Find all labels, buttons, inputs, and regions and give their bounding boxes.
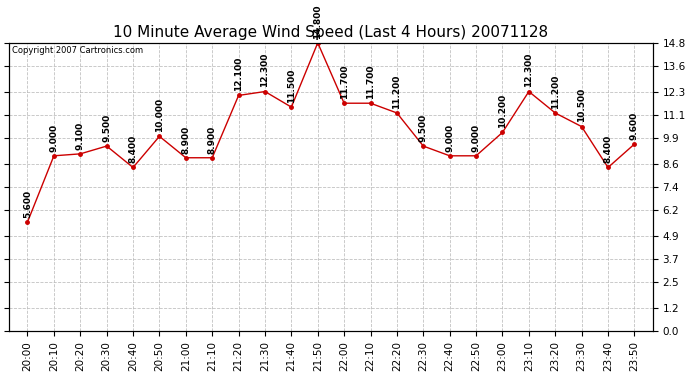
Text: 8.400: 8.400 — [128, 135, 137, 164]
Text: 10.500: 10.500 — [577, 88, 586, 122]
Text: 10.000: 10.000 — [155, 98, 164, 132]
Text: 11.200: 11.200 — [393, 74, 402, 109]
Text: 9.000: 9.000 — [471, 123, 480, 152]
Text: 14.800: 14.800 — [313, 4, 322, 39]
Text: 11.500: 11.500 — [287, 69, 296, 103]
Text: 8.900: 8.900 — [208, 125, 217, 154]
Text: Copyright 2007 Cartronics.com: Copyright 2007 Cartronics.com — [12, 46, 144, 55]
Text: 9.500: 9.500 — [419, 114, 428, 142]
Text: 12.300: 12.300 — [524, 53, 533, 87]
Text: 8.900: 8.900 — [181, 125, 190, 154]
Text: 11.200: 11.200 — [551, 74, 560, 109]
Text: 9.000: 9.000 — [445, 123, 454, 152]
Text: 9.600: 9.600 — [630, 112, 639, 140]
Text: 11.700: 11.700 — [366, 64, 375, 99]
Text: 9.100: 9.100 — [76, 122, 85, 150]
Text: 9.500: 9.500 — [102, 114, 111, 142]
Title: 10 Minute Average Wind Speed (Last 4 Hours) 20071128: 10 Minute Average Wind Speed (Last 4 Hou… — [113, 25, 549, 40]
Text: 8.400: 8.400 — [604, 135, 613, 164]
Text: 12.300: 12.300 — [261, 53, 270, 87]
Text: 9.000: 9.000 — [50, 123, 59, 152]
Text: 10.200: 10.200 — [498, 94, 507, 128]
Text: 12.100: 12.100 — [234, 57, 243, 91]
Text: 5.600: 5.600 — [23, 190, 32, 218]
Text: 11.700: 11.700 — [339, 64, 348, 99]
